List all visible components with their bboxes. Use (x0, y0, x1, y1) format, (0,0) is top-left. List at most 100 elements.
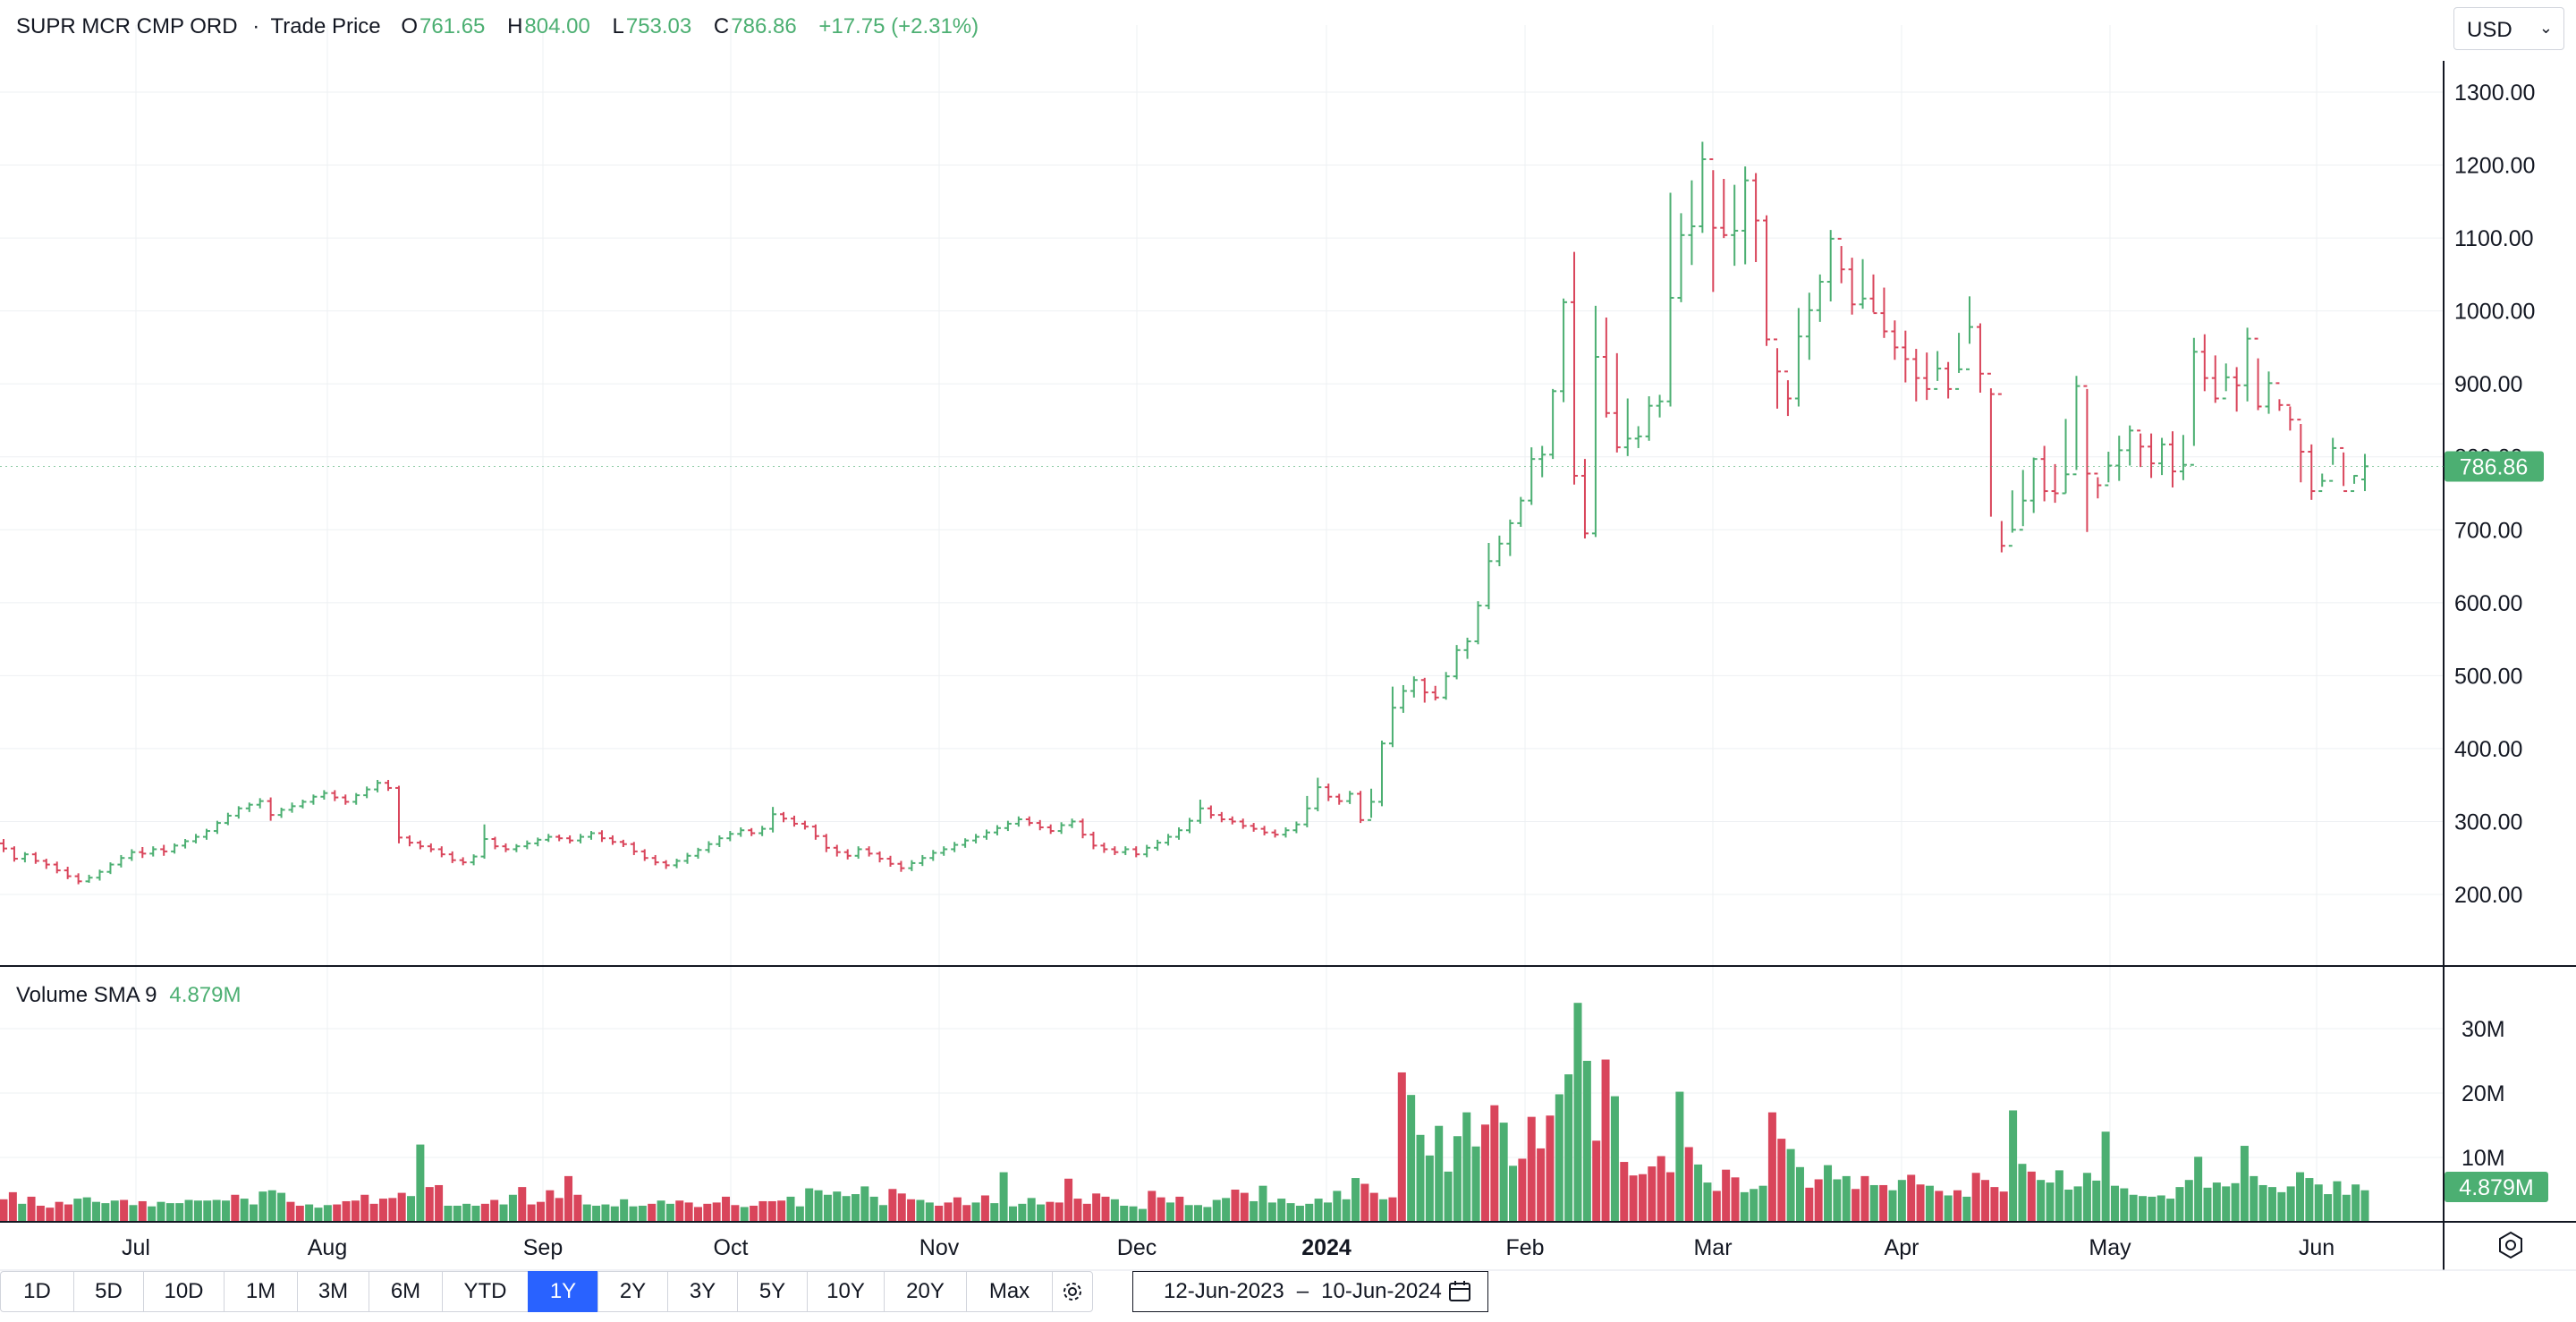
ohlc-bar (640, 849, 648, 861)
range-button-3m[interactable]: 3M (297, 1271, 369, 1312)
ohlc-bar (491, 836, 499, 850)
volume-bar (1194, 1205, 1203, 1222)
ohlc-bar (705, 841, 713, 853)
ohlc-bar (1057, 822, 1065, 835)
ohlc-bar (21, 852, 29, 863)
volume-bar (2009, 1110, 2018, 1222)
volume-bar (462, 1203, 471, 1222)
volume-bar (231, 1194, 240, 1222)
volume-bar (1471, 1146, 1480, 1222)
volume-bar (1777, 1139, 1786, 1222)
ohlc-bar (31, 852, 39, 864)
range-button-3y[interactable]: 3Y (667, 1271, 737, 1312)
ohlc-bar (1602, 317, 1610, 418)
ohlc-bar (993, 825, 1001, 835)
date-range-picker[interactable]: 12-Jun-2023 – 10-Jun-2024 (1132, 1271, 1488, 1312)
price-type: Trade Price (270, 14, 381, 38)
range-button-10y[interactable]: 10Y (807, 1271, 884, 1312)
volume-bar (286, 1201, 295, 1222)
volume-bar (1852, 1189, 1860, 1222)
range-button-1m[interactable]: 1M (224, 1271, 297, 1312)
volume-bar (767, 1200, 776, 1222)
range-button-10d[interactable]: 10D (143, 1271, 224, 1312)
open-value: 761.65 (419, 14, 486, 38)
volume-bar (1722, 1169, 1731, 1222)
volume-bar (1490, 1105, 1499, 1222)
volume-bar (1258, 1185, 1267, 1222)
ohlc-bar (1410, 676, 1418, 698)
volume-bar (648, 1203, 657, 1222)
ohlc-bar (331, 790, 339, 801)
ohlc-bar (1175, 826, 1183, 840)
ohlc-bar (1571, 251, 1579, 485)
ohlc-bar (1089, 831, 1097, 850)
ohlc-bar (85, 874, 93, 883)
ohlc-bar (2254, 337, 2262, 411)
volume-bar (1935, 1191, 1944, 1222)
range-settings-button[interactable] (1052, 1271, 1093, 1312)
range-button-1d[interactable]: 1D (0, 1271, 73, 1312)
ohlc-bar (1485, 542, 1493, 610)
ohlc-bar (1463, 637, 1471, 659)
ohlc-bar (139, 846, 147, 859)
ohlc-bar (2083, 385, 2091, 532)
volume-bar (712, 1202, 721, 1222)
ohlc-bar (1420, 677, 1428, 703)
price-tick-label: 1100.00 (2454, 226, 2534, 251)
ohlc-bar (2040, 445, 2048, 502)
volume-bar (2110, 1185, 2119, 1222)
volume-bar (2314, 1184, 2323, 1222)
ohlc-bar (299, 799, 307, 809)
currency-select[interactable]: USD ⌄ (2453, 7, 2564, 50)
range-button-ytd[interactable]: YTD (442, 1271, 528, 1312)
volume-bar (638, 1206, 647, 1222)
ohlc-bar (245, 802, 253, 812)
volume-bar (620, 1199, 629, 1222)
volume-bar (1509, 1165, 1518, 1222)
time-tick-label: Feb (1505, 1235, 1544, 1260)
ohlc-bar (1773, 338, 1781, 409)
ohlc-bar (1325, 784, 1333, 801)
range-button-5d[interactable]: 5D (73, 1271, 143, 1312)
volume-bar (1444, 1171, 1453, 1222)
volume-bar (1666, 1172, 1675, 1222)
volume-bar (518, 1187, 527, 1222)
ohlc-bar (972, 834, 980, 843)
ohlc-bar (1528, 447, 1536, 505)
volume-badge (2445, 1172, 2548, 1202)
volume-bar (1369, 1192, 1378, 1222)
ohlc-bar (962, 838, 970, 848)
volume-bar (1184, 1205, 1193, 1222)
range-button-6m[interactable]: 6M (369, 1271, 442, 1312)
ohlc-bar (1260, 826, 1268, 835)
last-price-badge (2445, 451, 2544, 482)
ohlc-bar (1666, 192, 1674, 407)
volume-bar (1342, 1199, 1351, 1222)
volume-bar (1082, 1203, 1091, 1222)
volume-bar (148, 1206, 157, 1222)
ohlc-bar (1154, 839, 1162, 852)
chart-settings-icon[interactable] (2496, 1230, 2526, 1260)
ohlc-bar (1357, 791, 1365, 824)
ohlc-bar (897, 860, 905, 872)
volume-bar (1916, 1184, 1925, 1222)
ohlc-bar (780, 811, 788, 823)
ohlc-bar (566, 835, 574, 843)
volume-bar (1231, 1190, 1240, 1222)
range-button-1y[interactable]: 1Y (528, 1271, 597, 1312)
ohlc-bar (320, 790, 328, 800)
ohlc-bar (128, 849, 136, 861)
range-button-2y[interactable]: 2Y (597, 1271, 667, 1312)
volume-bar (258, 1191, 267, 1222)
volume-bar (879, 1205, 888, 1222)
volume-bar (435, 1184, 444, 1222)
volume-bar (980, 1195, 989, 1222)
range-button-20y[interactable]: 20Y (884, 1271, 966, 1312)
ohlc-bar (2286, 403, 2294, 431)
ohlc-bar (1923, 352, 1931, 401)
range-button-5y[interactable]: 5Y (737, 1271, 807, 1312)
volume-bar (1999, 1191, 2008, 1222)
range-button-max[interactable]: Max (966, 1271, 1052, 1312)
ohlc-bar (1945, 361, 1953, 399)
